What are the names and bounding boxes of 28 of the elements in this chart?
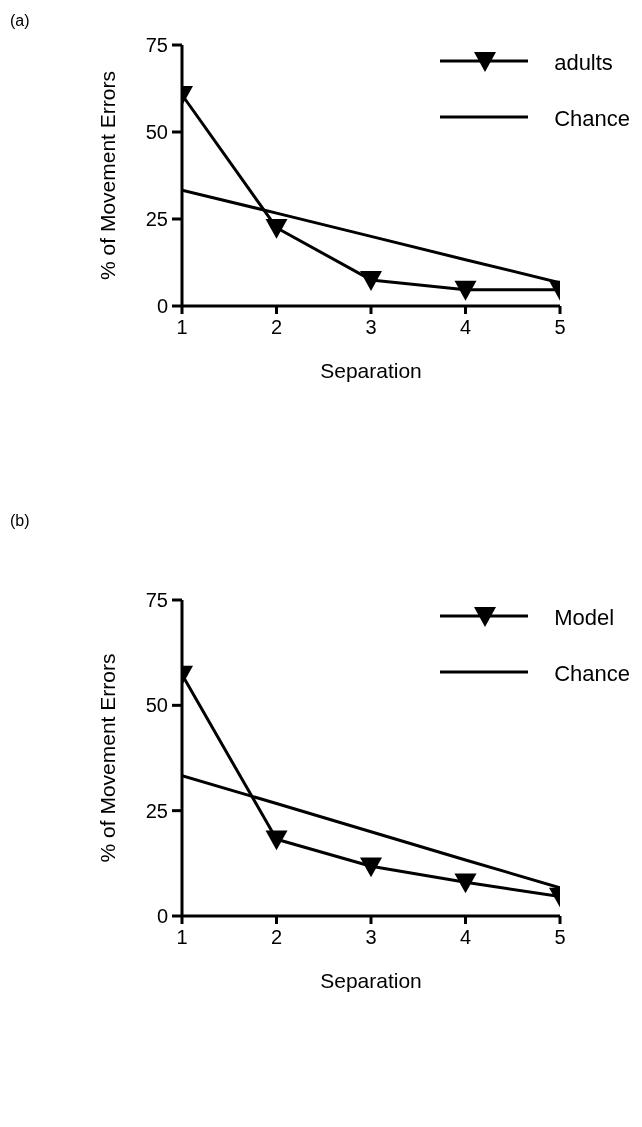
y-tick-label: 50 [145,121,168,144]
y-tick-label: 75 [145,34,168,57]
y-tick-label: 0 [156,295,168,318]
x-tick-label: 3 [365,316,377,339]
x-tick-label: 5 [554,316,566,339]
x-tick-label: 1 [176,926,188,949]
y-tick-label: 50 [145,694,168,717]
y-axis-title: % of Movement Errors [96,653,120,863]
legend-label: adults [554,50,613,76]
y-tick-label: 25 [145,208,168,231]
y-axis-title: % of Movement Errors [96,71,120,280]
x-tick-label: 4 [459,316,472,339]
x-axis-title: Separation [320,969,422,992]
text: (a) [10,12,30,30]
legend-label: Chance [554,661,630,687]
x-tick-label: 3 [365,926,377,949]
legend-label: Model [554,605,615,631]
legend-label: Chance [554,106,630,132]
x-tick-label: 2 [270,316,283,339]
x-tick-label: 5 [554,926,566,949]
x-tick-label: 2 [270,926,283,949]
x-tick-label: 1 [176,316,188,339]
text: (b) [10,512,30,530]
x-tick-label: 4 [459,926,472,949]
y-tick-label: 75 [145,589,168,612]
y-tick-label: 0 [156,905,168,928]
x-axis-title: Separation [320,359,422,382]
y-tick-label: 25 [145,799,168,822]
